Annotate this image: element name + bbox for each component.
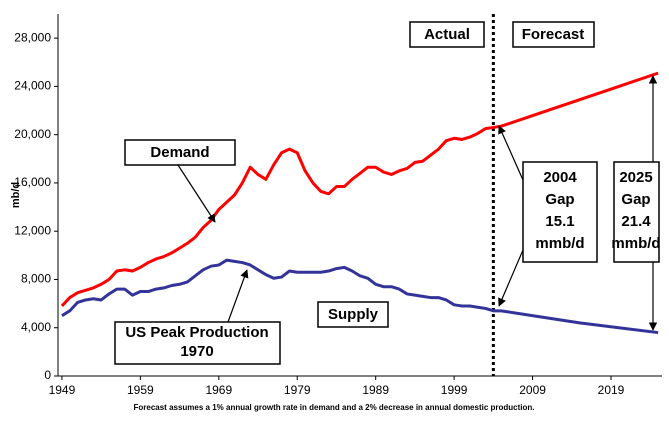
x-tick-label: 1959 bbox=[127, 383, 154, 397]
gap-arrow bbox=[498, 249, 524, 307]
gap-2025-label: 21.4 bbox=[621, 213, 651, 230]
forecast-label: Forecast bbox=[522, 26, 585, 43]
gap-2025-label: 2025 bbox=[619, 169, 652, 186]
peak-arrow bbox=[227, 269, 249, 323]
actual-label: Actual bbox=[424, 26, 470, 43]
y-tick-label: 4,000 bbox=[21, 320, 51, 334]
x-tick-label: 2009 bbox=[519, 383, 546, 397]
peak-box bbox=[114, 321, 281, 365]
y-tick-label: 20,000 bbox=[14, 127, 51, 141]
plot-area: 0 4,000 8,000 12,000 16,000 20,000 24,000 28,00… bbox=[14, 14, 662, 397]
gap-2025-box bbox=[613, 161, 660, 263]
series-line bbox=[60, 71, 659, 308]
y-tick-label: 12,000 bbox=[14, 223, 51, 237]
footnote: Forecast assumes a 1% annual growth rate… bbox=[134, 403, 535, 412]
y-tick-label: 16,000 bbox=[14, 175, 51, 189]
x-tick-label: 1969 bbox=[205, 383, 232, 397]
gap-2004-label: mmb/d bbox=[535, 235, 584, 252]
x-tick-label: 1999 bbox=[441, 383, 468, 397]
gap-2025-label: Gap bbox=[621, 191, 650, 208]
gap-arrow bbox=[498, 125, 524, 181]
y-tick-label: 8,000 bbox=[21, 272, 51, 286]
y-axis-label: mb/d bbox=[10, 182, 22, 208]
supply-box bbox=[317, 301, 389, 328]
actual-box bbox=[409, 21, 485, 48]
y-tick-label: 28,000 bbox=[14, 30, 51, 44]
x-tick-label: 1979 bbox=[284, 383, 311, 397]
gap-2004-box bbox=[522, 161, 598, 263]
demand-label: Demand bbox=[150, 144, 209, 161]
x-tick-label: 1949 bbox=[49, 383, 76, 397]
demand-box bbox=[124, 139, 236, 166]
y-tick-label: 24,000 bbox=[14, 79, 51, 93]
x-tick-label: 2019 bbox=[598, 383, 625, 397]
gap-2004-label: 15.1 bbox=[545, 213, 574, 230]
demand-arrow bbox=[177, 164, 216, 223]
gap-2004-label: Gap bbox=[545, 191, 574, 208]
x-tick-label: 1989 bbox=[362, 383, 389, 397]
peak-label: 1970 bbox=[180, 343, 213, 360]
gap-2025-label: mmb/d bbox=[611, 235, 660, 252]
series-line bbox=[61, 258, 659, 335]
gap-2004-label: 2004 bbox=[543, 169, 577, 186]
annotations: Actual Forecast Demand Supply US Peak Pr… bbox=[114, 21, 661, 365]
supply-label: Supply bbox=[328, 306, 379, 323]
peak-label: US Peak Production bbox=[125, 324, 268, 341]
forecast-box bbox=[512, 21, 595, 48]
y-tick-label: 0 bbox=[44, 368, 51, 382]
